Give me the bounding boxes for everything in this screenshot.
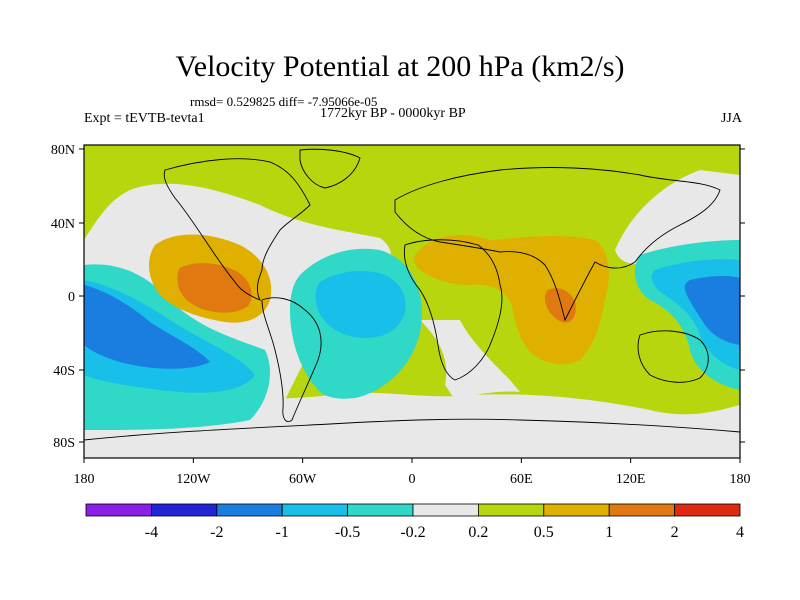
axis-ticks: 80N 40N 0 40S 80S 180 120W 60W 0 60E 120E 180: [51, 143, 751, 487]
contour-neutral-east-asia: [615, 170, 740, 264]
coast-africa: [403, 239, 503, 381]
colorbar-label-1: -2: [210, 524, 223, 541]
lat-label-2: 0: [68, 290, 75, 305]
coast-antarctica: [84, 418, 740, 441]
colorbar-swatch-5: [412, 503, 479, 517]
stats-label: rmsd= 0.529825 diff= -7.95066e-05: [190, 94, 378, 109]
lon-label-3: 0: [409, 472, 416, 487]
colorbar-swatch-2: [216, 503, 283, 517]
coast-europe-asia: [394, 167, 721, 322]
contour-negative-east-pacific-core: [84, 285, 210, 369]
contour-field: [84, 145, 740, 458]
contour-neutral-south-atlantic: [420, 320, 520, 400]
coast-north-america: [163, 158, 311, 301]
colorbar-swatch-9: [674, 503, 741, 517]
colorbar-swatch-8: [608, 503, 676, 517]
colorbar-label-8: 2: [671, 524, 679, 541]
lon-label-1: 120W: [176, 472, 211, 487]
lon-label-0: 180: [74, 472, 95, 487]
colorbar-label-6: 0.5: [534, 524, 554, 541]
lon-label-4: 60E: [510, 472, 533, 487]
coastlines: [84, 148, 740, 441]
colorbar: -4 -2 -1 -0.5 -0.2 0.2 0.5 1 2 4: [85, 503, 744, 541]
colorbar-label-0: -4: [145, 524, 158, 541]
coast-south-america: [261, 297, 322, 423]
lat-label-1: 40N: [51, 217, 75, 232]
colorbar-swatch-3: [281, 503, 349, 517]
colorbar-label-4: -0.2: [400, 524, 425, 541]
colorbar-label-3: -0.5: [335, 524, 360, 541]
colorbar-label-2: -1: [276, 524, 289, 541]
lon-label-5: 120E: [616, 472, 646, 487]
colorbar-swatch-6: [477, 503, 545, 517]
contour-negative-atlantic-mid: [315, 270, 406, 338]
period-label: 1772kyr BP - 0000kyr BP: [320, 106, 466, 121]
contour-positive-africa-indian-ocean: [414, 235, 609, 365]
coast-australia: [637, 330, 709, 383]
chart-title: Velocity Potential at 200 hPa (km2/s): [175, 50, 625, 83]
colorbar-swatch-7: [543, 503, 610, 517]
colorbar-label-7: 1: [605, 524, 613, 541]
colorbar-swatch-0: [85, 503, 152, 517]
contour-negative-west-pacific-core: [684, 275, 740, 345]
colorbar-label-5: 0.2: [468, 524, 488, 541]
contour-positive-east-pacific-core: [177, 263, 252, 313]
season-label: JJA: [720, 111, 742, 126]
colorbar-swatch-4: [347, 503, 414, 517]
colorbar-swatch-1: [150, 503, 218, 517]
lat-label-0: 80N: [51, 143, 75, 158]
coast-greenland: [299, 148, 361, 189]
lon-label-2: 60W: [289, 472, 317, 487]
lat-label-3: 40S: [53, 364, 75, 379]
lat-label-4: 80S: [53, 436, 75, 451]
lon-label-6: 180: [730, 472, 751, 487]
experiment-label: Expt = tEVTB-tevta1: [84, 111, 205, 126]
colorbar-label-9: 4: [736, 524, 744, 541]
